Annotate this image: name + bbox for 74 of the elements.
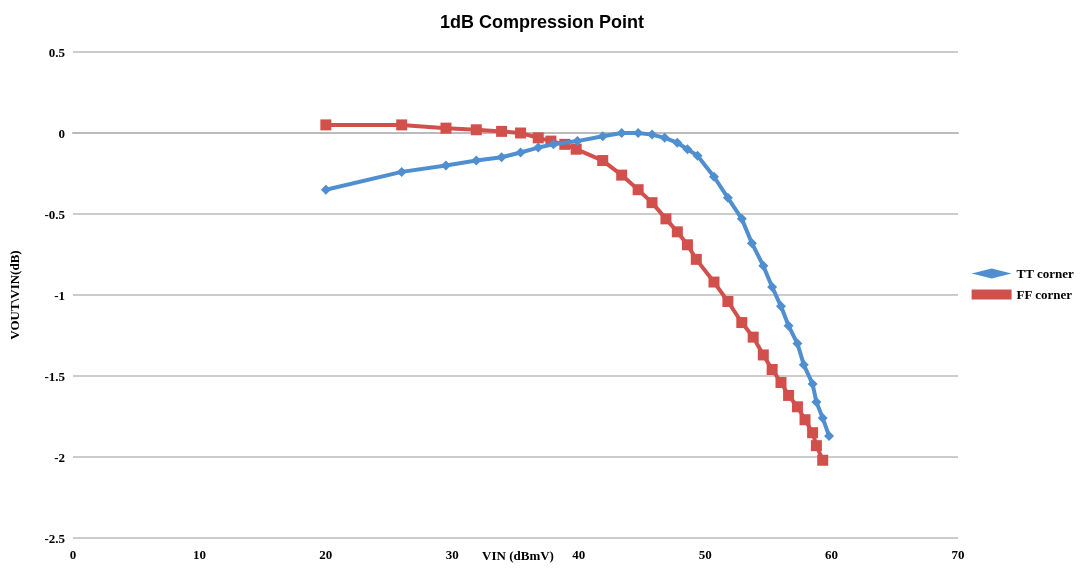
x-tick-label: 20 xyxy=(319,547,333,562)
y-tick-label: -1.5 xyxy=(44,368,66,384)
point xyxy=(757,349,769,361)
point xyxy=(646,197,658,209)
point xyxy=(811,396,822,407)
point xyxy=(783,389,795,401)
point xyxy=(758,260,769,271)
x-tick-label: 0 xyxy=(69,547,77,562)
point xyxy=(682,144,693,155)
point xyxy=(496,125,508,137)
chart-title: 1dB Compression Point xyxy=(439,12,645,32)
point xyxy=(736,317,748,329)
point xyxy=(632,184,644,196)
point xyxy=(791,401,803,413)
point xyxy=(440,122,452,134)
point xyxy=(647,129,658,140)
y-tick-label: -1 xyxy=(54,287,65,303)
point xyxy=(776,301,786,312)
point xyxy=(799,414,811,426)
point xyxy=(708,276,720,288)
point xyxy=(807,427,819,439)
point xyxy=(320,119,332,131)
y-axis-title: VOUT\VIN(dB) xyxy=(7,250,22,340)
point xyxy=(470,124,482,136)
y-tick-label: 0 xyxy=(58,125,65,141)
point xyxy=(692,150,703,161)
point xyxy=(810,440,822,452)
point xyxy=(817,413,828,424)
point xyxy=(396,119,408,131)
point xyxy=(659,132,670,143)
x-tick-label: 50 xyxy=(698,547,712,562)
point xyxy=(747,331,759,343)
y-tick-label: -2 xyxy=(54,449,65,465)
point xyxy=(722,295,734,307)
x-axis-title: VIN (dBmV) xyxy=(482,548,554,563)
legend-label: TT corner xyxy=(1016,266,1074,281)
y-tick-label: -0.5 xyxy=(44,206,66,222)
x-tick-label: 30 xyxy=(445,547,459,562)
point xyxy=(792,338,803,349)
point xyxy=(597,155,609,167)
x-tick-label: 70 xyxy=(951,547,965,562)
point xyxy=(672,137,683,148)
point xyxy=(746,238,757,249)
point xyxy=(572,136,583,147)
y-tick-label: 0.5 xyxy=(48,44,66,60)
point xyxy=(766,364,778,376)
point xyxy=(320,184,331,195)
point xyxy=(548,139,559,150)
point xyxy=(616,169,628,181)
x-tick-label: 10 xyxy=(192,547,206,562)
point xyxy=(767,281,778,292)
point xyxy=(817,454,829,466)
legend-label: FF corner xyxy=(1016,287,1073,302)
point xyxy=(690,253,702,265)
point xyxy=(722,192,733,203)
point xyxy=(533,142,544,153)
point xyxy=(783,320,794,331)
point xyxy=(798,359,809,370)
point xyxy=(515,127,527,139)
point xyxy=(570,143,582,155)
point xyxy=(660,213,672,225)
point xyxy=(671,226,683,238)
point xyxy=(681,239,693,251)
point xyxy=(532,132,544,144)
point xyxy=(515,147,526,158)
point xyxy=(807,379,818,390)
point xyxy=(708,171,719,182)
point xyxy=(824,430,835,441)
point xyxy=(775,376,787,388)
point xyxy=(736,213,747,224)
x-tick-label: 40 xyxy=(572,547,586,562)
y-tick-label: -2.5 xyxy=(44,530,66,546)
x-tick-label: 60 xyxy=(825,547,839,562)
point xyxy=(396,166,407,177)
